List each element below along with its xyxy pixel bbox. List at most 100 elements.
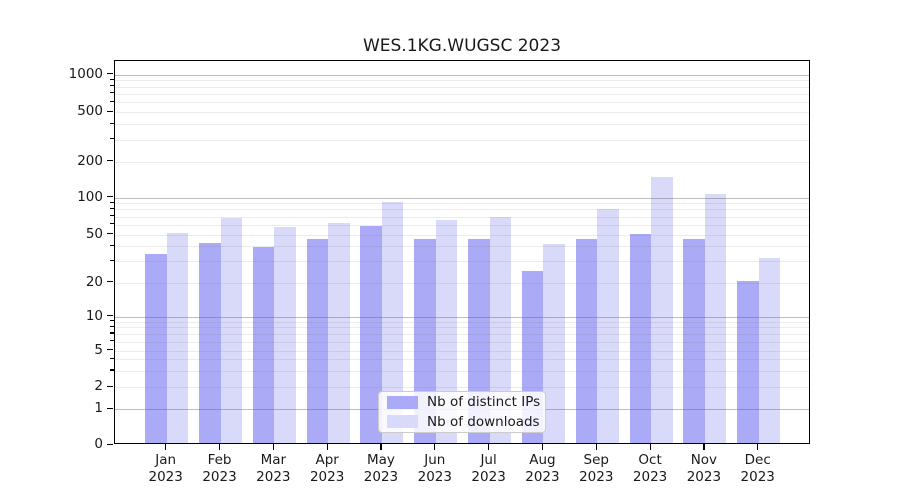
bar-distinct-ips-apr-2023 [306,239,329,443]
y-minor-tick-mark [110,223,114,225]
y-tick-label: 5 [94,341,103,358]
x-tick-mark [541,444,544,450]
legend-label-distinct-ips: Nb of distinct IPs [427,394,541,411]
y-tick-mark [107,73,113,75]
gridline-80 [114,209,809,211]
gridline-1000 [114,74,809,76]
y-minor-tick-mark [110,201,114,203]
y-minor-tick-mark [110,215,114,217]
gridline-20 [114,282,809,284]
gridline-900 [114,80,809,82]
x-tick-label: Dec 2023 [740,452,775,485]
gridline-8 [114,327,809,329]
legend: Nb of distinct IPs Nb of downloads [378,391,546,433]
bar-distinct-ips-nov-2023 [683,239,705,443]
y-tick-label: 20 [85,273,103,290]
y-minor-tick-mark [110,92,114,94]
y-minor-tick-mark [110,259,114,261]
gridline-60 [114,224,809,226]
bar-distinct-ips-sep-2023 [575,239,598,443]
bar-downloads-aug-2023 [543,244,565,443]
bar-downloads-mar-2023 [274,227,296,443]
gridline-100 [114,197,809,199]
gridline-700 [114,93,809,95]
y-tick-label: 1 [94,400,103,416]
gridline-50 [114,234,809,236]
bar-distinct-ips-mar-2023 [252,246,275,443]
legend-swatch-distinct-ips [387,395,418,409]
x-tick-label: Jan 2023 [148,452,183,485]
y-tick-label: 0 [94,436,103,452]
gridline-800 [114,86,809,88]
y-tick-label: 100 [77,188,103,205]
gridline-600 [114,102,809,104]
y-minor-tick-mark [110,320,114,322]
y-tick-mark [107,281,113,283]
gridline-70 [114,216,809,218]
bar-downloads-may-2023 [381,202,404,443]
x-tick-label: Jul 2023 [471,452,506,485]
bar-downloads-jul-2023 [489,216,512,443]
x-tick-mark [219,444,221,450]
gridline-6 [114,341,809,343]
gridline-10 [114,316,809,318]
bar-downloads-dec-2023 [758,257,781,443]
y-minor-tick-mark [110,332,114,334]
x-tick-mark [272,444,275,450]
x-tick-label: Aug 2023 [525,452,560,485]
gridline-3 [114,370,809,372]
chart-title: WES.1KG.WUGSC 2023 [362,36,562,56]
legend-label-downloads: Nb of downloads [427,413,540,430]
y-tick-mark [107,407,113,409]
y-minor-tick-mark [110,122,114,124]
x-tick-label: Sep 2023 [579,452,614,485]
x-tick-label: Apr 2023 [309,452,345,485]
x-tick-mark [757,444,759,450]
plot-area [113,59,810,444]
y-tick-mark [107,385,113,387]
legend-swatch-downloads [387,415,418,429]
y-tick-mark [107,349,113,351]
y-minor-tick-mark [110,369,114,371]
x-tick-label: Feb 2023 [202,452,237,485]
x-tick-mark [488,444,490,450]
y-tick-label: 50 [85,225,103,242]
y-minor-tick-mark [110,78,114,80]
bar-distinct-ips-may-2023 [360,226,382,443]
bar-distinct-ips-feb-2023 [199,242,221,443]
y-tick-label: 2 [94,378,103,394]
x-tick-label: Jun 2023 [417,452,452,485]
legend-item-downloads: Nb of downloads [387,413,540,431]
gridline-9 [114,321,809,323]
x-tick-label: Oct 2023 [632,452,668,485]
y-minor-tick-mark [110,207,114,210]
x-tick-mark [380,444,382,450]
y-minor-tick-mark [110,138,114,140]
x-tick-mark [649,444,651,450]
bar-downloads-jun-2023 [435,220,458,443]
y-minor-tick-mark [110,357,114,360]
gridline-90 [114,203,809,205]
x-tick-mark [703,444,705,450]
gridline-30 [114,261,809,263]
y-tick-label: 1000 [68,65,103,82]
y-tick-mark [107,233,113,235]
gridline-300 [114,139,809,141]
y-tick-mark [107,443,113,445]
bar-downloads-nov-2023 [704,194,727,443]
gridline-200 [114,161,809,163]
gridline-500 [114,112,809,113]
x-tick-mark [326,444,328,450]
gridline-5 [114,350,809,352]
y-minor-tick-mark [110,244,114,246]
x-tick-label: Nov 2023 [686,452,722,485]
bar-distinct-ips-oct-2023 [629,233,652,443]
legend-item-distinct-ips: Nb of distinct IPs [387,394,541,411]
bar-downloads-jan-2023 [166,232,189,443]
y-minor-tick-mark [110,85,114,87]
y-minor-tick-mark [110,325,114,328]
y-tick-label: 500 [77,103,103,119]
bar-downloads-feb-2023 [220,217,243,443]
y-tick-mark [107,110,113,112]
